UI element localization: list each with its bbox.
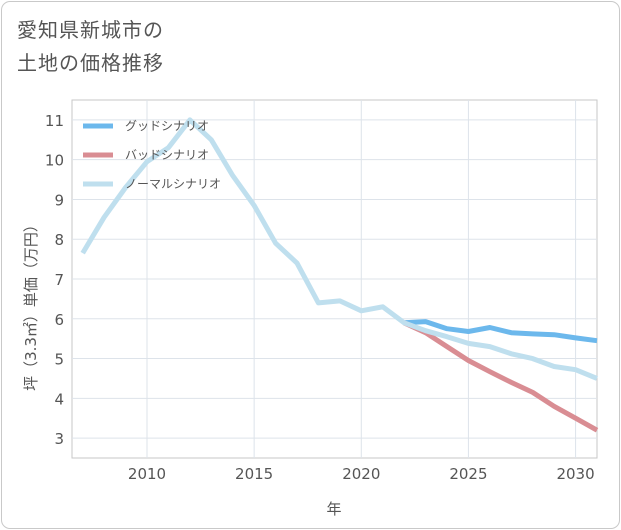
y-axis-title: 坪（3.3㎡）単価（万円）	[22, 217, 40, 391]
legend-label-good: グッドシナリオ	[125, 119, 209, 133]
grid	[72, 100, 597, 458]
y-tick-label: 4	[54, 390, 64, 408]
chart-title-line-1: 愛知県新城市の	[17, 18, 164, 42]
chart-title-line-2: 土地の価格推移	[17, 51, 164, 75]
x-axis-title: 年	[326, 500, 341, 518]
y-tick-label: 7	[54, 271, 64, 289]
x-tick-label: 2020	[342, 465, 380, 483]
series-line-good	[403, 319, 598, 344]
legend-label-normal: ノーマルシナリオ	[125, 177, 221, 191]
series-line-normal	[80, 117, 598, 381]
y-tick-label: 9	[54, 191, 64, 209]
x-axis: 2010 2015 2020 2025 2030	[128, 465, 595, 483]
x-tick-label: 2010	[128, 465, 166, 483]
x-tick-label: 2025	[449, 465, 487, 483]
chart-title: 愛知県新城市の 土地の価格推移	[17, 14, 164, 80]
y-tick-label: 3	[54, 430, 64, 448]
x-tick-label: 2030	[556, 465, 594, 483]
y-tick-label: 6	[54, 311, 64, 329]
y-tick-label: 8	[54, 231, 64, 249]
y-tick-label: 10	[45, 152, 64, 170]
y-tick-label: 11	[45, 112, 64, 130]
y-axis: 3 4 5 6 7 8 9 10 11	[45, 112, 64, 448]
series-line-bad	[403, 320, 599, 433]
legend-label-bad: バッドシナリオ	[125, 148, 209, 162]
series-lines	[80, 117, 599, 433]
y-tick-label: 5	[54, 351, 64, 369]
x-tick-label: 2015	[235, 465, 273, 483]
